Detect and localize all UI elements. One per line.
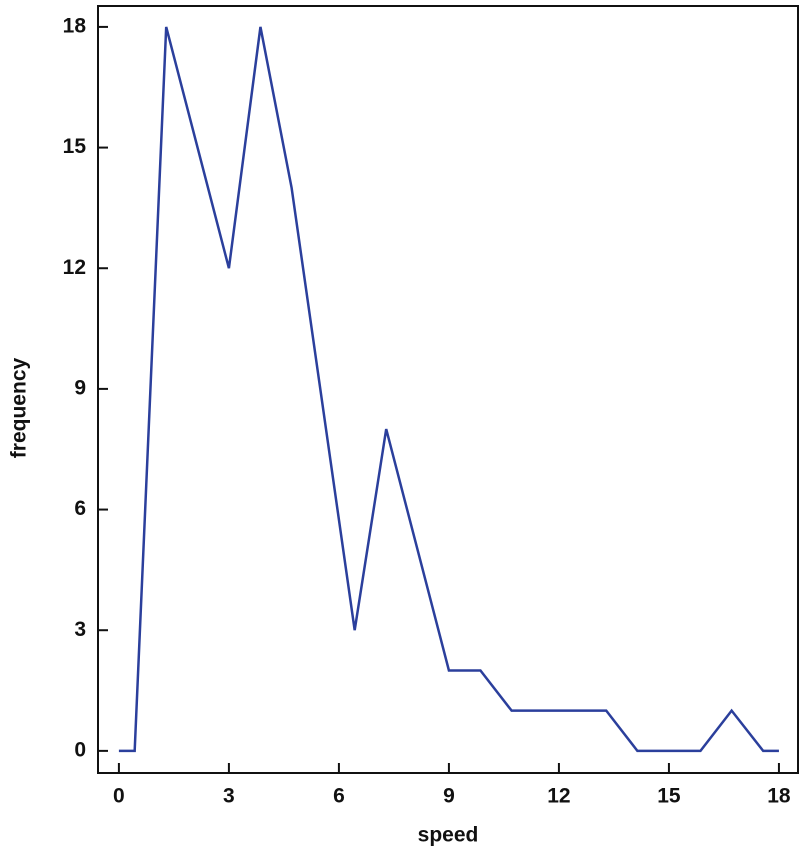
plot-frame (97, 5, 799, 774)
data-line (118, 26, 779, 753)
x-tick-label: 6 (333, 785, 345, 808)
x-tick-label: 9 (443, 785, 455, 808)
x-axis-label: speed (418, 824, 479, 847)
x-tick-label: 12 (547, 785, 570, 808)
y-tick-label: 3 (74, 618, 86, 641)
y-tick-label: 0 (74, 738, 86, 761)
x-tick-label: 0 (113, 785, 125, 808)
y-tick-label: 18 (63, 14, 87, 37)
y-tick-label: 15 (63, 135, 87, 158)
y-tick-label: 6 (74, 497, 86, 520)
x-tick-label: 3 (223, 785, 235, 808)
y-tick-label: 12 (63, 256, 86, 279)
x-tick-label: 15 (657, 785, 681, 808)
y-tick-label: 9 (74, 376, 86, 399)
y-axis-label: frequency (8, 358, 31, 459)
x-tick-label: 18 (767, 785, 791, 808)
